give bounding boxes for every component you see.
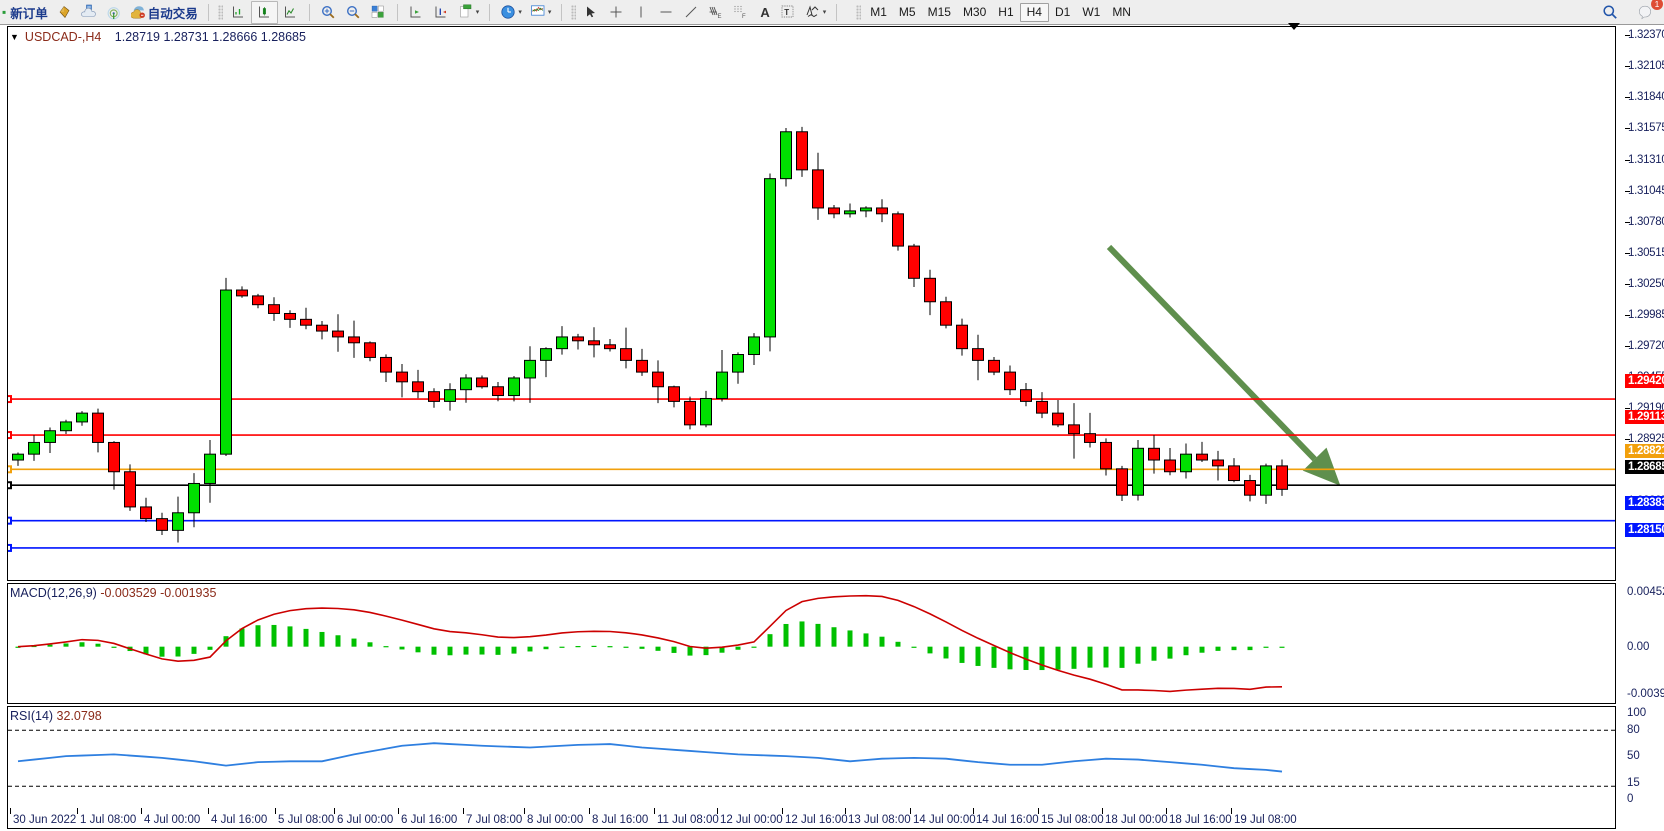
svg-text:T: T xyxy=(784,8,789,17)
svg-text:F: F xyxy=(742,14,746,20)
svg-text:E: E xyxy=(718,14,722,20)
